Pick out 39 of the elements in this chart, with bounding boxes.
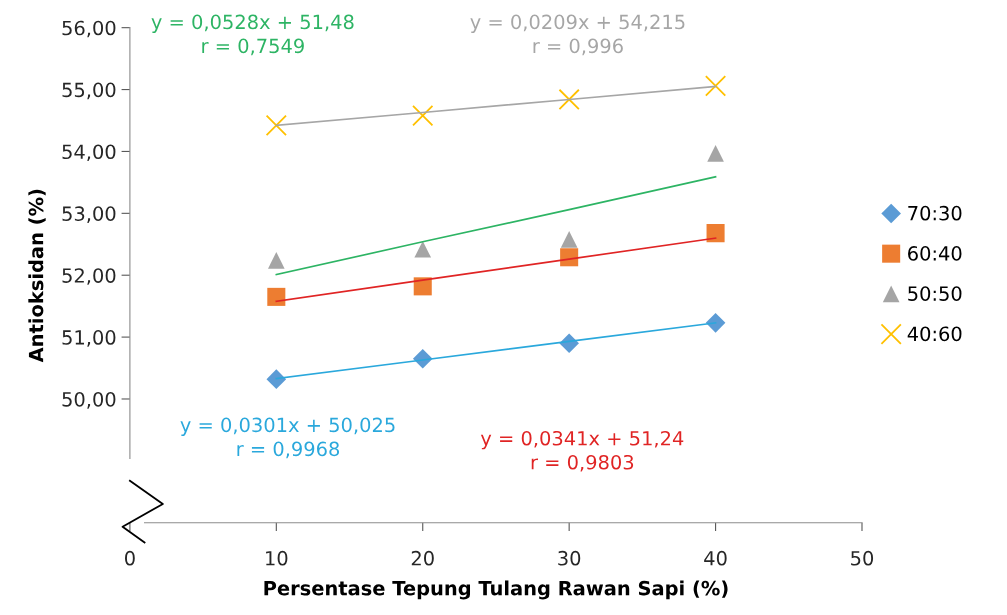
point — [558, 88, 580, 111]
y-tick-label: 52,00 — [62, 268, 116, 285]
y-tick-label: 55,00 — [62, 82, 116, 100]
x-axis-title: Persentase Tepung Tulang Rawan Sapi (%) — [264, 580, 728, 600]
x-tick-label: 30 — [558, 550, 581, 566]
line-series — [275, 175, 717, 276]
point — [560, 230, 578, 248]
point — [705, 313, 726, 333]
y-tick-label: 54,00 — [62, 144, 116, 162]
y-tick-label: 51,00 — [62, 330, 116, 347]
point — [704, 75, 727, 97]
x-tick-label: 20 — [411, 550, 434, 566]
y-axis-title: Antioksidan (%) — [28, 189, 46, 363]
annotation: y = 0,0209x + 54,215 r = 0,996 — [470, 14, 685, 56]
point — [560, 248, 579, 267]
x-tick-label: 10 — [266, 550, 288, 566]
y-tick-label: 56,00 — [62, 20, 116, 38]
annotation: y = 0,0301x + 50,025 r = 0,9968 — [180, 417, 395, 459]
x-tick-label: 40 — [704, 550, 727, 566]
x-tick-label: 50 — [851, 550, 874, 566]
point — [413, 277, 432, 296]
legend-label: 50:50 — [908, 286, 962, 301]
y-tick-label: 53,00 — [62, 206, 116, 223]
point — [265, 114, 287, 137]
point — [267, 252, 285, 269]
point — [412, 104, 434, 127]
legend-label: 60:40 — [908, 246, 962, 261]
point — [706, 224, 725, 243]
legend-label: 40:60 — [907, 326, 962, 342]
y-tick-label: 50,00 — [62, 391, 116, 409]
point — [267, 287, 286, 306]
legend-label: 70:30 — [908, 205, 962, 221]
point — [414, 240, 432, 258]
x-tick-label: 0 — [125, 550, 135, 566]
point — [266, 369, 287, 389]
line-series — [275, 85, 717, 127]
annotation: y = 0,0528x + 51,48 r = 0,7549 — [151, 14, 354, 56]
point — [707, 144, 724, 162]
annotation: y = 0,0341x + 51,24 r = 0,9803 — [480, 430, 684, 472]
